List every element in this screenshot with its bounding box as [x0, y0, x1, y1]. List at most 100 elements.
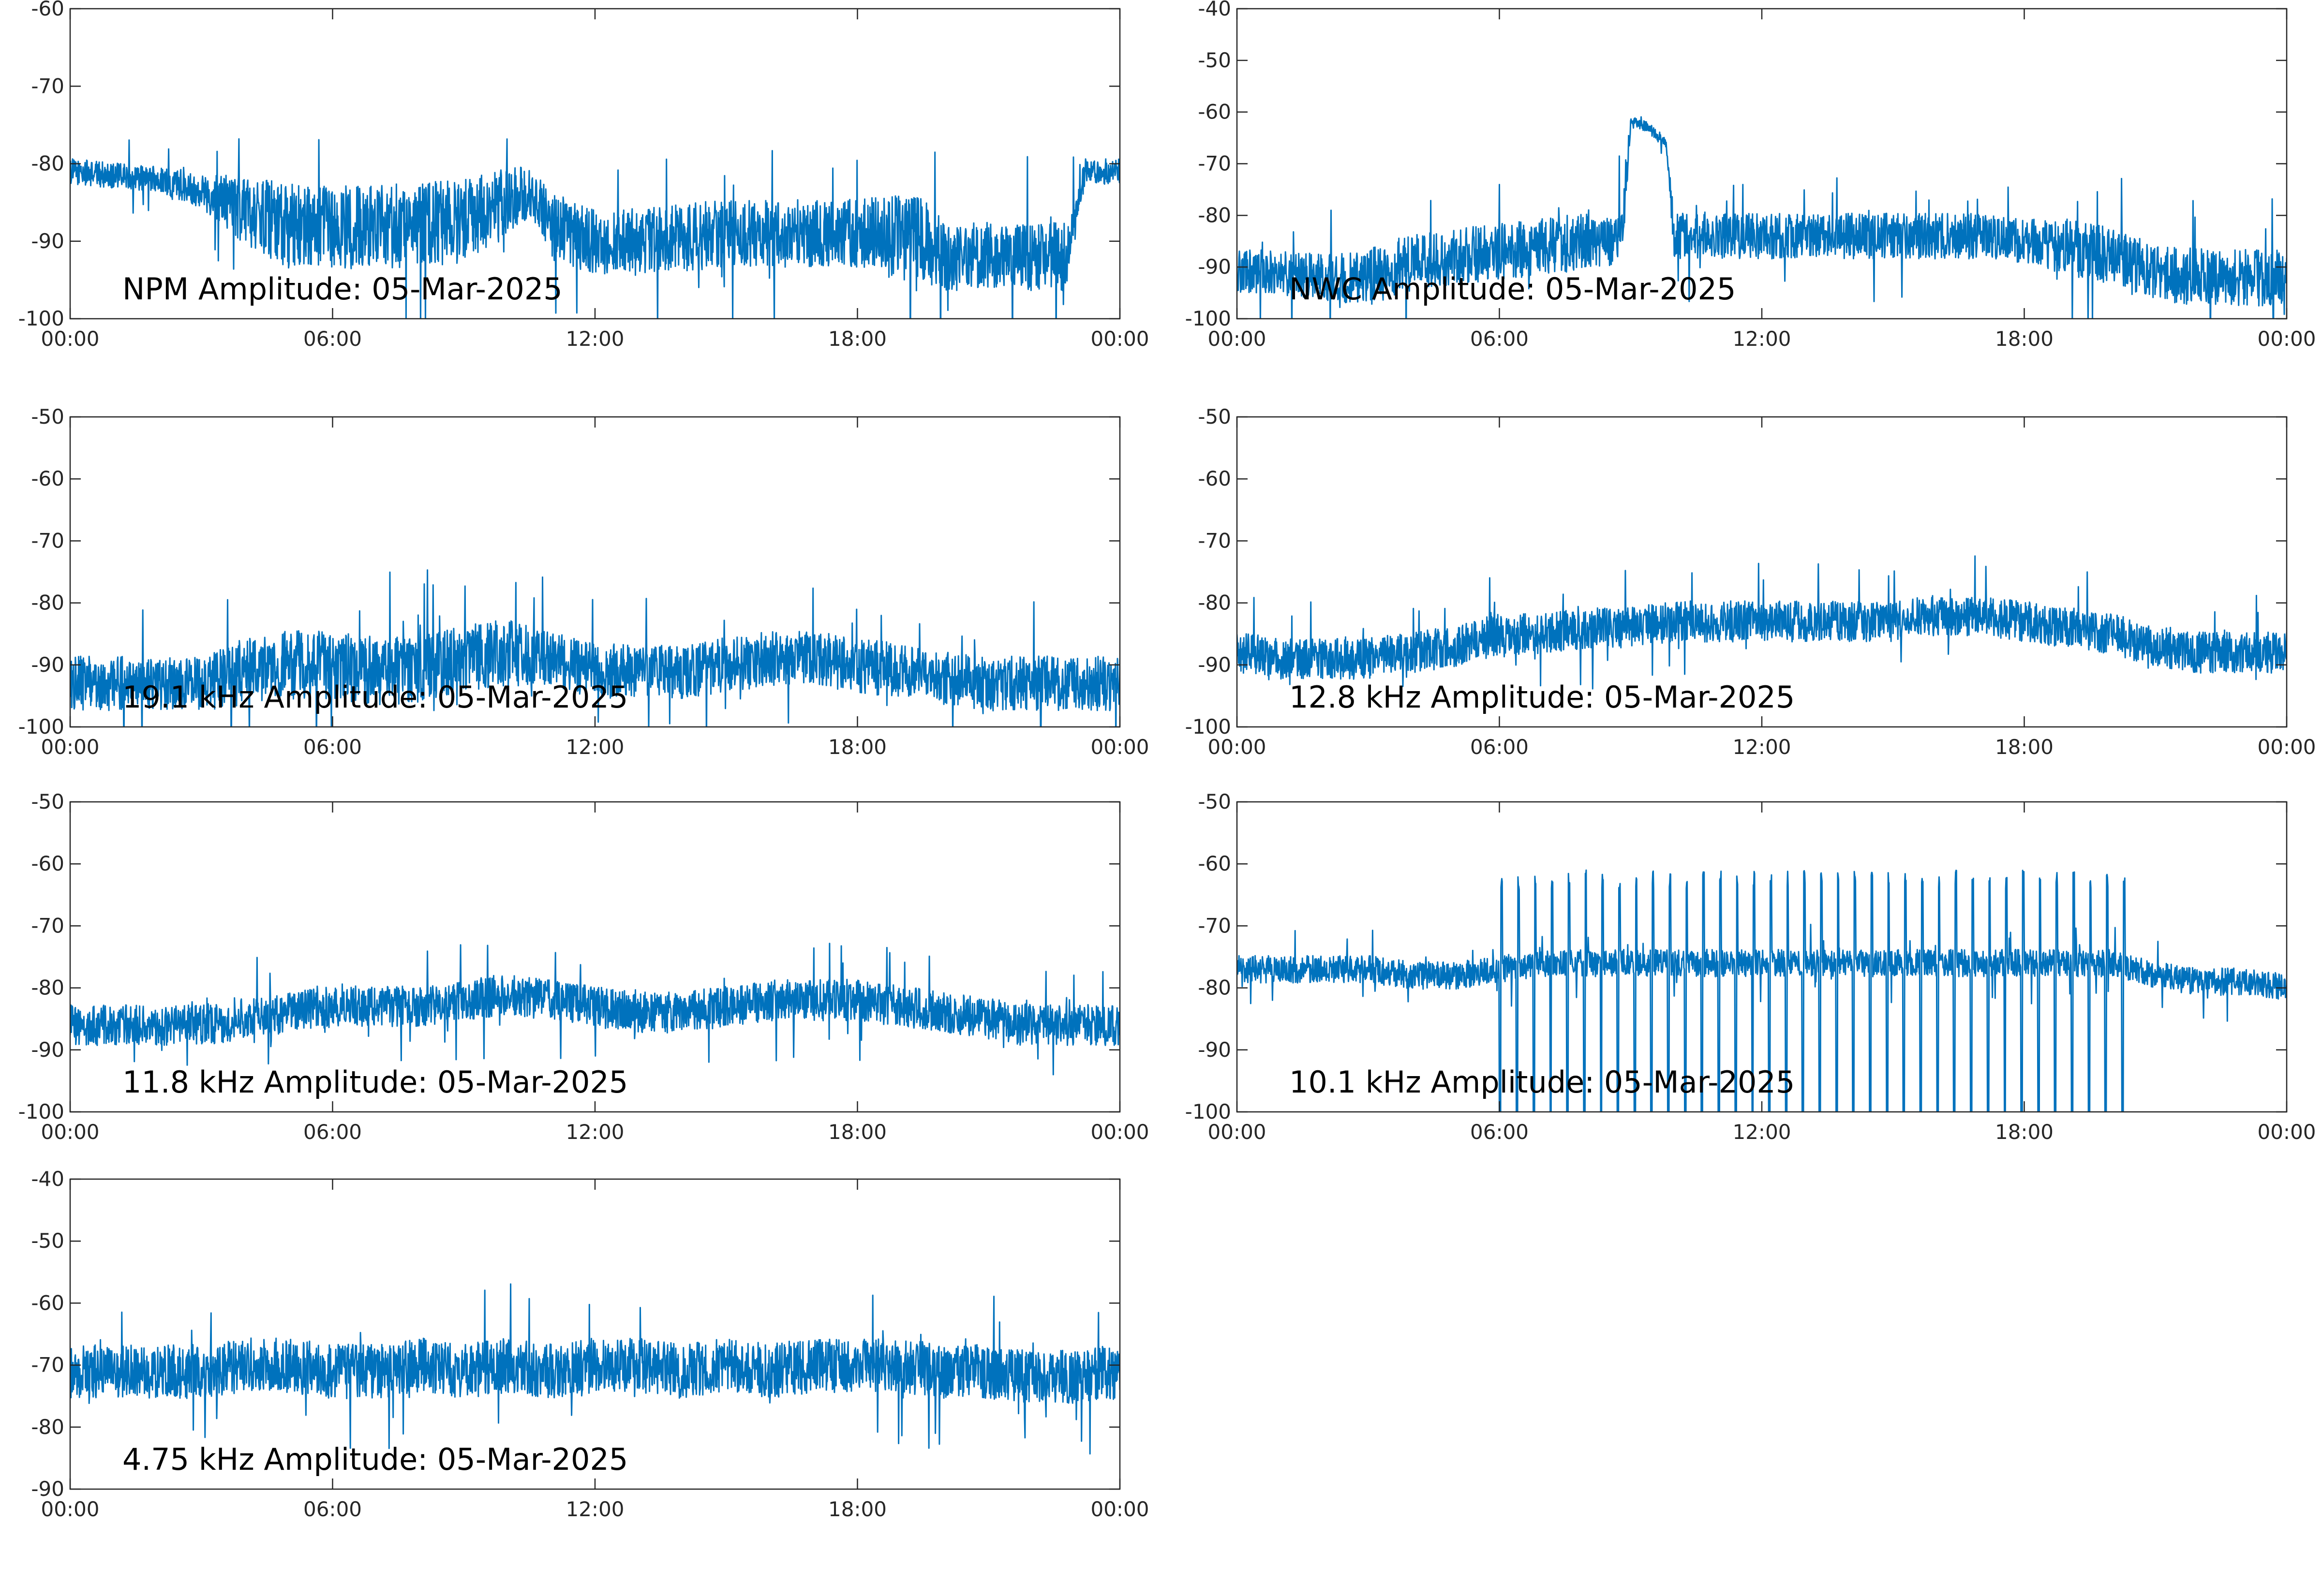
- y-tick-label: -100: [18, 715, 64, 739]
- panel-title: 11.8 kHz Amplitude: 05-Mar-2025: [122, 1064, 628, 1100]
- x-tick-label: 06:00: [1470, 1120, 1529, 1144]
- y-tick-label: -100: [18, 307, 64, 330]
- y-tick-label: -50: [31, 1229, 64, 1253]
- x-tick-label: 00:00: [1090, 1120, 1149, 1144]
- y-tick-label: -80: [1198, 976, 1231, 1000]
- y-tick-label: -90: [1198, 1038, 1231, 1062]
- panel-4-75-khz: -40 -50 -60 -70 -80 -90 00:00 06:00 12:00 18:00 00…: [0, 1167, 1159, 1533]
- y-tick-label: -100: [1185, 715, 1231, 739]
- panel-title: 19.1 kHz Amplitude: 05-Mar-2025: [122, 680, 628, 715]
- y-tick-label: -70: [31, 74, 64, 98]
- y-tick-label: -60: [1198, 852, 1231, 875]
- y-tick-label: -80: [31, 591, 64, 615]
- y-tick-label: -60: [31, 0, 64, 20]
- x-tick-label: 00:00: [1090, 735, 1149, 759]
- y-tick-label: -50: [1198, 48, 1231, 72]
- x-tick-label: 18:00: [828, 327, 887, 351]
- x-tick-label: 06:00: [1470, 327, 1529, 351]
- x-tick-label: 00:00: [41, 327, 99, 351]
- y-tick-label: -90: [31, 1477, 64, 1501]
- y-tick-label: -40: [1198, 0, 1231, 20]
- y-tick-label: -100: [1185, 307, 1231, 330]
- y-tick-label: -60: [31, 852, 64, 875]
- y-tick-label: -90: [1198, 653, 1231, 677]
- panel-nwc: -40 -50 -60 -70 -80 -90 -100 00:00 06:00 12:00 18:…: [1167, 0, 2322, 362]
- y-tick-label: -70: [31, 914, 64, 937]
- y-tick-label: -50: [31, 405, 64, 429]
- panel-12-8-khz: -50 -60 -70 -80 -90 -100 00:00 06:00 12:00 18:00 0…: [1167, 405, 2322, 770]
- y-tick-label: -60: [31, 467, 64, 490]
- series-line: [1237, 555, 2287, 690]
- x-tick-label: 12:00: [1732, 1120, 1791, 1144]
- y-tick-label: -80: [31, 152, 64, 176]
- x-tick-label: 18:00: [828, 1120, 887, 1144]
- y-tick-label: -80: [31, 976, 64, 1000]
- x-tick-label: 06:00: [1470, 735, 1529, 759]
- series-line: [70, 943, 1120, 1076]
- panel-title: NPM Amplitude: 05-Mar-2025: [122, 271, 563, 307]
- panel-19-1-khz: -50 -60 -70 -80 -90 -100 00:00 06:00 12:00 18:00 0…: [0, 405, 1159, 770]
- y-tick-label: -60: [1198, 100, 1231, 124]
- x-tick-label: 06:00: [303, 327, 362, 351]
- y-tick-label: -100: [18, 1100, 64, 1123]
- series-line: [70, 1283, 1120, 1455]
- x-tick-label: 00:00: [1207, 735, 1266, 759]
- x-tick-label: 12:00: [1732, 327, 1791, 351]
- y-tick-label: -80: [1198, 591, 1231, 615]
- x-tick-label: 18:00: [1995, 735, 2054, 759]
- x-tick-label: 00:00: [1207, 327, 1266, 351]
- y-tick-label: -90: [31, 1038, 64, 1062]
- x-tick-label: 06:00: [303, 1120, 362, 1144]
- y-tick-label: -50: [1198, 790, 1231, 813]
- y-tick-label: -100: [1185, 1100, 1231, 1123]
- x-tick-label: 18:00: [828, 1497, 887, 1521]
- panel-npm: -60 -70 -80 -90 -100 00:00 06:00 12:00 18:00 00:0…: [0, 0, 1159, 362]
- panel-title: NWC Amplitude: 05-Mar-2025: [1289, 271, 1736, 307]
- series-line: [70, 138, 1120, 319]
- x-tick-label: 12:00: [1732, 735, 1791, 759]
- x-tick-label: 18:00: [828, 735, 887, 759]
- x-tick-label: 00:00: [41, 1497, 99, 1521]
- panel-10-1-khz: -50 -60 -70 -80 -90 -100 00:00 06:00 12:00 18:00 0…: [1167, 790, 2322, 1155]
- x-tick-label: 12:00: [566, 735, 624, 759]
- x-tick-label: 12:00: [566, 1120, 624, 1144]
- x-tick-label: 06:00: [303, 1497, 362, 1521]
- x-tick-label: 18:00: [1995, 327, 2054, 351]
- series-line: [1237, 116, 2287, 319]
- x-tick-label: 06:00: [303, 735, 362, 759]
- x-tick-label: 12:00: [566, 1497, 624, 1521]
- x-tick-label: 18:00: [1995, 1120, 2054, 1144]
- y-tick-label: -70: [31, 529, 64, 552]
- series-line: [1237, 869, 2287, 1112]
- y-tick-label: -90: [1198, 255, 1231, 279]
- x-tick-label: 00:00: [1090, 327, 1149, 351]
- series-line: [70, 569, 1120, 727]
- x-tick-label: 00:00: [1090, 1497, 1149, 1521]
- y-tick-label: -40: [31, 1167, 64, 1191]
- y-tick-label: -90: [31, 653, 64, 677]
- y-tick-label: -80: [31, 1415, 64, 1439]
- y-tick-label: -70: [1198, 152, 1231, 176]
- y-tick-label: -60: [1198, 467, 1231, 490]
- y-tick-label: -70: [31, 1353, 64, 1377]
- x-tick-label: 00:00: [41, 735, 99, 759]
- x-tick-label: 00:00: [2257, 1120, 2316, 1144]
- y-tick-label: -90: [31, 229, 64, 253]
- x-tick-label: 00:00: [41, 1120, 99, 1144]
- panel-11-8-khz: -50 -60 -70 -80 -90 -100 00:00 06:00 12:00 18:00 0…: [0, 790, 1159, 1155]
- panel-title: 12.8 kHz Amplitude: 05-Mar-2025: [1289, 680, 1795, 715]
- y-tick-label: -50: [1198, 405, 1231, 429]
- y-tick-label: -70: [1198, 529, 1231, 552]
- x-tick-label: 00:00: [2257, 327, 2316, 351]
- y-tick-label: -50: [31, 790, 64, 813]
- x-tick-label: 00:00: [1207, 1120, 1266, 1144]
- y-tick-label: -60: [31, 1291, 64, 1315]
